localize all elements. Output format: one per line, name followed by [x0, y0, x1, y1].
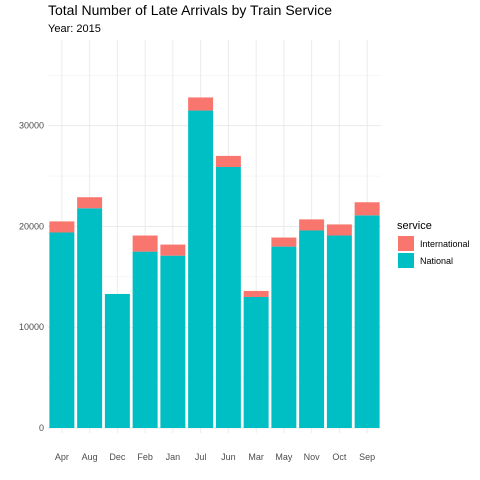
- x-tick-label: May: [275, 452, 293, 462]
- x-tick-label: Dec: [109, 452, 126, 462]
- legend-label-national: National: [420, 256, 453, 266]
- bars: [49, 97, 380, 428]
- legend-swatch-international: [398, 236, 414, 251]
- x-tick-label: Mar: [248, 452, 264, 462]
- bar-national-dec: [104, 293, 130, 428]
- bar-international-aug: [77, 197, 103, 209]
- bar-international-may: [271, 237, 297, 247]
- legend: service International National: [397, 220, 470, 268]
- bar-national-nov: [299, 230, 325, 428]
- bar-national-sep: [354, 215, 380, 428]
- x-tick-label: Oct: [332, 452, 347, 462]
- x-tick-label: Feb: [137, 452, 153, 462]
- bar-international-jan: [160, 244, 186, 256]
- bar-international-oct: [326, 224, 352, 236]
- x-tick-label: Aug: [82, 452, 98, 462]
- x-tick-label: Nov: [304, 452, 321, 462]
- x-tick-label: Jul: [195, 452, 207, 462]
- y-tick-label: 30000: [19, 121, 44, 131]
- bar-national-aug: [77, 208, 103, 428]
- x-tick-label: Jun: [221, 452, 236, 462]
- bar-national-feb: [132, 251, 158, 428]
- y-tick-label: 20000: [19, 221, 44, 231]
- bar-international-jun: [215, 155, 241, 167]
- y-tick-label: 10000: [19, 322, 44, 332]
- bar-international-sep: [354, 202, 380, 216]
- bar-national-jun: [215, 166, 241, 428]
- legend-swatch-national: [398, 253, 414, 268]
- y-tick-label: 0: [39, 423, 44, 433]
- x-tick-label: Jan: [166, 452, 181, 462]
- bar-international-nov: [299, 219, 325, 231]
- chart-subtitle: Year: 2015: [48, 23, 101, 35]
- bar-international-apr: [49, 221, 75, 233]
- legend-label-international: International: [420, 239, 470, 249]
- bar-international-mar: [243, 290, 269, 297]
- x-axis: Apr Aug Dec Feb Jan Jul Jun Mar May Nov Oct Sep: [55, 452, 375, 462]
- bar-national-jan: [160, 255, 186, 428]
- bar-national-mar: [243, 296, 269, 428]
- bar-international-feb: [132, 235, 158, 252]
- bar-international-jul: [188, 97, 214, 111]
- y-axis: 0 10000 20000 30000: [19, 121, 44, 433]
- bar-national-oct: [326, 235, 352, 428]
- legend-title: service: [397, 220, 432, 232]
- x-tick-label: Apr: [55, 452, 69, 462]
- x-tick-label: Sep: [359, 452, 375, 462]
- bar-national-jul: [188, 110, 214, 428]
- bar-national-may: [271, 246, 297, 428]
- bar-national-apr: [49, 232, 75, 428]
- chart-title: Total Number of Late Arrivals by Train S…: [48, 2, 332, 18]
